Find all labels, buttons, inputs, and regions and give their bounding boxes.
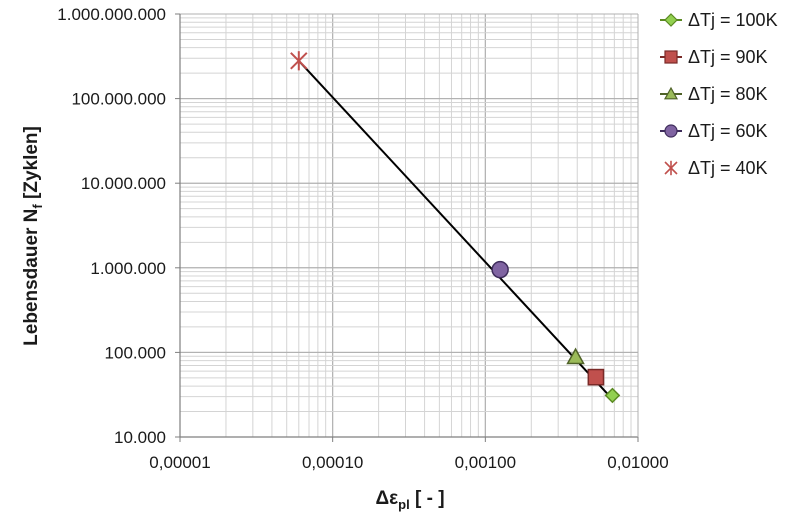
x-tick-label: 0,00001 [149,453,210,472]
legend-item: ΔTj = 100K [660,10,778,30]
y-tick-label: 1.000.000.000 [57,5,166,24]
x-tick-label: 0,00100 [455,453,516,472]
data-point-diamond [604,387,621,404]
y-axis-title-main: Lebensdauer N [21,209,42,346]
x-axis-title-main: Δε [375,488,398,509]
legend-item: ΔTj = 60K [660,121,768,141]
legend-label: ΔTj = 40K [688,158,768,178]
legend-label: ΔTj = 100K [688,10,778,30]
x-axis-title-sub: pl [398,497,410,512]
y-axis-title-rest: [Zyklen] [21,126,42,204]
legend-marker-diamond [664,13,678,27]
legend-marker-triangle [663,86,679,100]
legend-label: ΔTj = 80K [688,84,768,104]
legend-marker-star [664,160,678,176]
y-axis-title: Lebensdauer Nf [Zyklen] [21,126,45,346]
legend-label: ΔTj = 60K [688,121,768,141]
legend-label: ΔTj = 90K [688,47,768,67]
data-point-square [587,368,605,386]
data-point-circle [491,260,509,279]
legend-item: ΔTj = 90K [660,47,768,67]
x-axis-title-rest: [ - ] [410,488,445,509]
tick-labels: 10.000 100.000 1.000.000 10.000.000 100.000.… [57,5,668,472]
fit-line-group [298,60,614,400]
x-axis-title: Δεpl [ - ] [375,488,444,512]
data-points [290,51,621,404]
x-tick-label: 0,01000 [607,453,668,472]
legend-marker-square [664,50,678,64]
y-tick-label: 1.000.000 [90,259,166,278]
legend-item: ΔTj = 80K [660,84,768,104]
y-tick-label: 100.000.000 [71,90,166,109]
data-point-triangle [566,347,585,365]
y-axis-title-sub: f [30,204,45,209]
x-tick-label: 0,00010 [302,453,363,472]
fit-line [298,60,614,400]
legend: ΔTj = 100K ΔTj = 90K ΔTj = 80K ΔTj = 60K ΔTj… [660,10,778,178]
data-point-star [290,51,308,71]
y-tick-label: 10.000.000 [81,174,166,193]
axes [179,14,639,438]
legend-item: ΔTj = 40K [664,158,768,178]
legend-marker-circle [664,124,678,138]
y-tick-label: 100.000 [105,343,166,362]
y-tick-label: 10.000 [114,428,166,447]
grid [179,13,639,438]
